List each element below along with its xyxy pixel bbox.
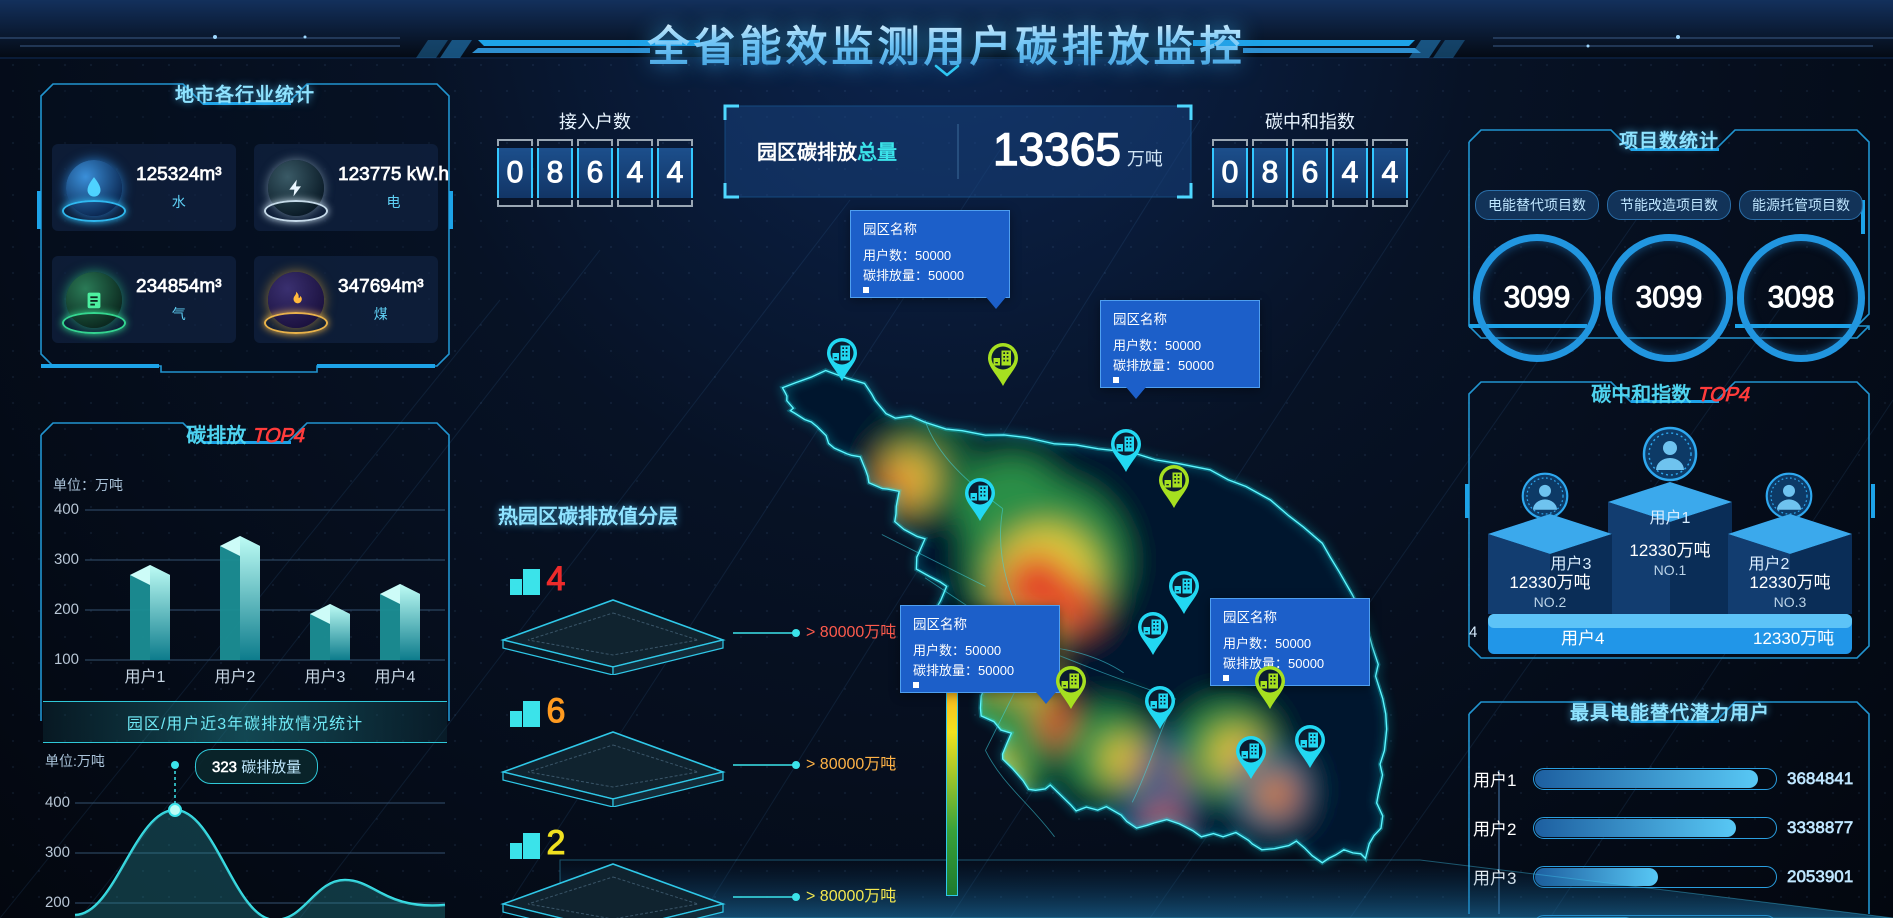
svg-text:用户1: 用户1 [125, 668, 166, 686]
svg-text:300: 300 [54, 551, 79, 568]
svg-text:用户4: 用户4 [375, 668, 416, 686]
svg-text:200: 200 [45, 894, 70, 911]
svg-text:100: 100 [54, 651, 79, 668]
svg-text:300: 300 [45, 844, 70, 861]
svg-text:用户3: 用户3 [305, 668, 346, 686]
svg-text:用户2: 用户2 [215, 668, 256, 686]
svg-text:200: 200 [54, 601, 79, 618]
svg-text:400: 400 [54, 501, 79, 518]
svg-text:400: 400 [45, 794, 70, 811]
